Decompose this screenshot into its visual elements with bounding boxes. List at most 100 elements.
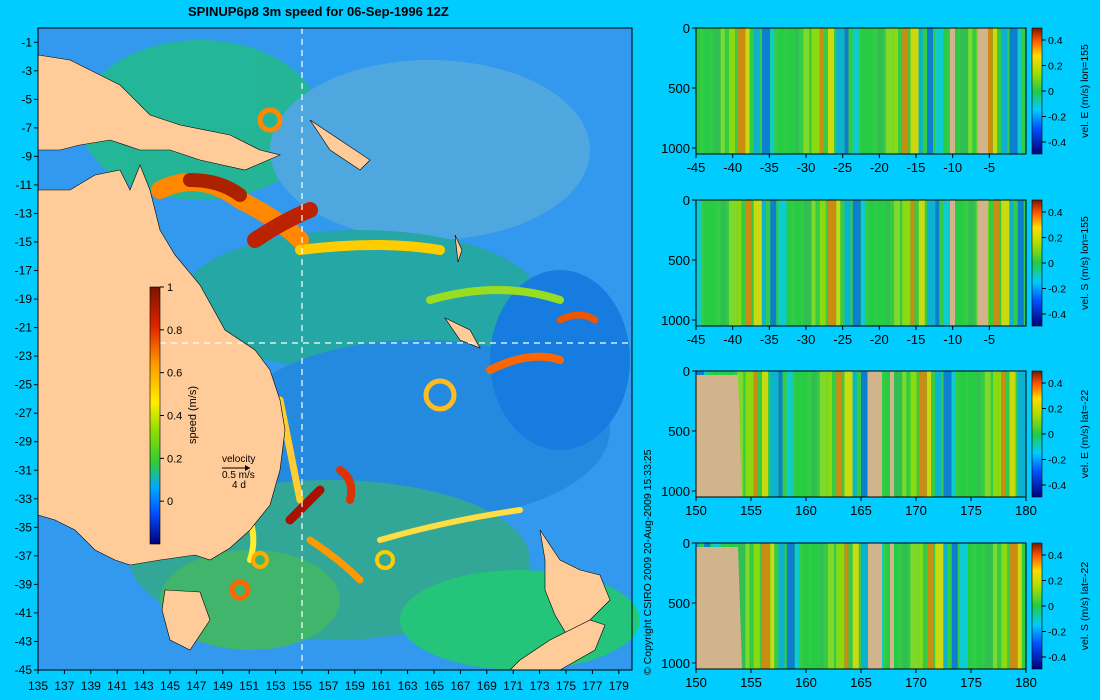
speed-colorbar-tick-label: 1	[167, 282, 173, 294]
section-colorbar-tick-label: 0	[1048, 86, 1054, 98]
section-colorbar-tick-label: 0	[1048, 429, 1054, 441]
section-band	[894, 28, 898, 154]
new-guinea	[37, 54, 281, 171]
section-colorbar-tick-label: 0.2	[1048, 61, 1063, 73]
section-x-tick-label: -25	[833, 332, 852, 347]
section-colorbar-tick-label: 0.4	[1048, 550, 1063, 562]
section-band	[1001, 543, 1008, 669]
section-band	[811, 543, 820, 669]
map-y-tick-label: -23	[15, 349, 33, 363]
section-band	[836, 543, 845, 669]
section-band	[861, 28, 869, 154]
section-band	[993, 371, 1001, 497]
section-band	[836, 371, 843, 497]
section-band	[828, 371, 832, 497]
section-band	[753, 543, 760, 669]
section-x-tick-label: 180	[1015, 675, 1037, 690]
map-x-tick-label: 149	[213, 679, 233, 693]
section-x-tick-label: 175	[960, 675, 982, 690]
section-x-tick-label: 160	[795, 675, 817, 690]
section-band	[704, 28, 711, 154]
section-band	[1017, 371, 1026, 497]
section-band	[877, 28, 884, 154]
section-band	[720, 28, 725, 154]
section-colorbar-tick-label: 0.2	[1048, 404, 1063, 416]
map-y-tick-label: -3	[21, 64, 32, 78]
section-band	[745, 28, 750, 154]
section-colorbar-tick-label: 0.4	[1048, 207, 1063, 219]
section-band	[795, 543, 799, 669]
section-band	[696, 28, 700, 154]
map-y-tick-label: -39	[15, 577, 33, 591]
section-band	[910, 28, 919, 154]
section-band	[927, 543, 933, 669]
speed-colorbar-tick-label: 0.6	[167, 368, 182, 380]
section-band	[712, 200, 717, 326]
section-band	[984, 371, 991, 497]
map-y-axis: -1 -3 -5 -7 -9 -11 -13 -15 -17 -19 -21 -23 -25 -27 -29…	[15, 35, 38, 677]
section-band	[828, 28, 834, 154]
map-y-tick-label: -37	[15, 549, 33, 563]
section-band	[753, 28, 760, 154]
map-x-tick-label: 137	[54, 679, 74, 693]
section-x-tick-label: -30	[797, 332, 816, 347]
section-band	[770, 371, 779, 497]
map-y-tick-label: -31	[15, 463, 33, 477]
section-band	[778, 28, 785, 154]
section-x-tick-label: -35	[760, 160, 779, 175]
map-x-tick-label: 175	[556, 679, 576, 693]
section-band	[894, 543, 898, 669]
section-band	[720, 200, 727, 326]
section-x-tick-label: -25	[833, 160, 852, 175]
section-band	[852, 371, 857, 497]
velocity-key-label: velocity	[222, 454, 255, 465]
section-x-tick-label: -10	[943, 332, 962, 347]
map-y-tick-label: -33	[15, 492, 33, 506]
map-x-tick-label: 169	[477, 679, 497, 693]
section-band	[869, 200, 876, 326]
map-y-tick-label: -7	[21, 121, 32, 135]
section-band	[1017, 28, 1022, 154]
section-x-tick-label: -15	[907, 332, 926, 347]
section-band	[1001, 200, 1010, 326]
section-band	[770, 543, 775, 669]
section-x-tick-label: 165	[850, 503, 872, 518]
current-jets	[151, 107, 599, 601]
section-x-tick-label: 155	[740, 675, 762, 690]
section-band	[993, 200, 999, 326]
section-colorbar-tick-label: -0.2	[1048, 455, 1066, 467]
map-y-tick-label: -41	[15, 606, 33, 620]
solomons	[309, 119, 371, 171]
section-band	[918, 28, 923, 154]
section-band	[910, 371, 917, 497]
section-band	[1009, 543, 1018, 669]
section-band	[885, 200, 890, 326]
section-band	[943, 28, 948, 154]
section-band	[762, 371, 768, 497]
section-colorbar-tick-label: 0.2	[1048, 576, 1063, 588]
section-band	[960, 543, 968, 669]
section-band	[960, 200, 964, 326]
section-band	[737, 28, 746, 154]
map-x-tick-label: 155	[292, 679, 312, 693]
velocity-key-arrowhead	[245, 465, 250, 471]
speed-colorbar-tick-label: 0.2	[167, 453, 182, 465]
vanuatu	[454, 234, 463, 263]
section-band	[819, 28, 824, 154]
section-panel-1: 0 500 1000 -45 -40 -35 -30 -25 -20 -15 -10 -5 0.4 0.2…	[661, 21, 1091, 175]
section-band	[786, 371, 793, 497]
section-colorbar	[1031, 27, 1043, 155]
chart-title: SPINUP6p8 3m speed for 06-Sep-1996 12Z	[188, 4, 449, 19]
section-colorbar-label: vel. S (m/s) lat=-22	[1079, 562, 1091, 651]
section-band	[803, 543, 810, 669]
map-x-tick-label: 139	[81, 679, 101, 693]
speed-colorbar-tick-label: 0	[167, 496, 173, 508]
section-band	[976, 371, 981, 497]
section-band	[844, 371, 853, 497]
section-band	[968, 200, 975, 326]
section-band	[943, 200, 950, 326]
section-y-tick-label: 0	[683, 193, 690, 208]
map-x-tick-label: 153	[266, 679, 286, 693]
section-colorbar-tick-label: -0.2	[1048, 112, 1066, 124]
section-band	[861, 371, 867, 497]
